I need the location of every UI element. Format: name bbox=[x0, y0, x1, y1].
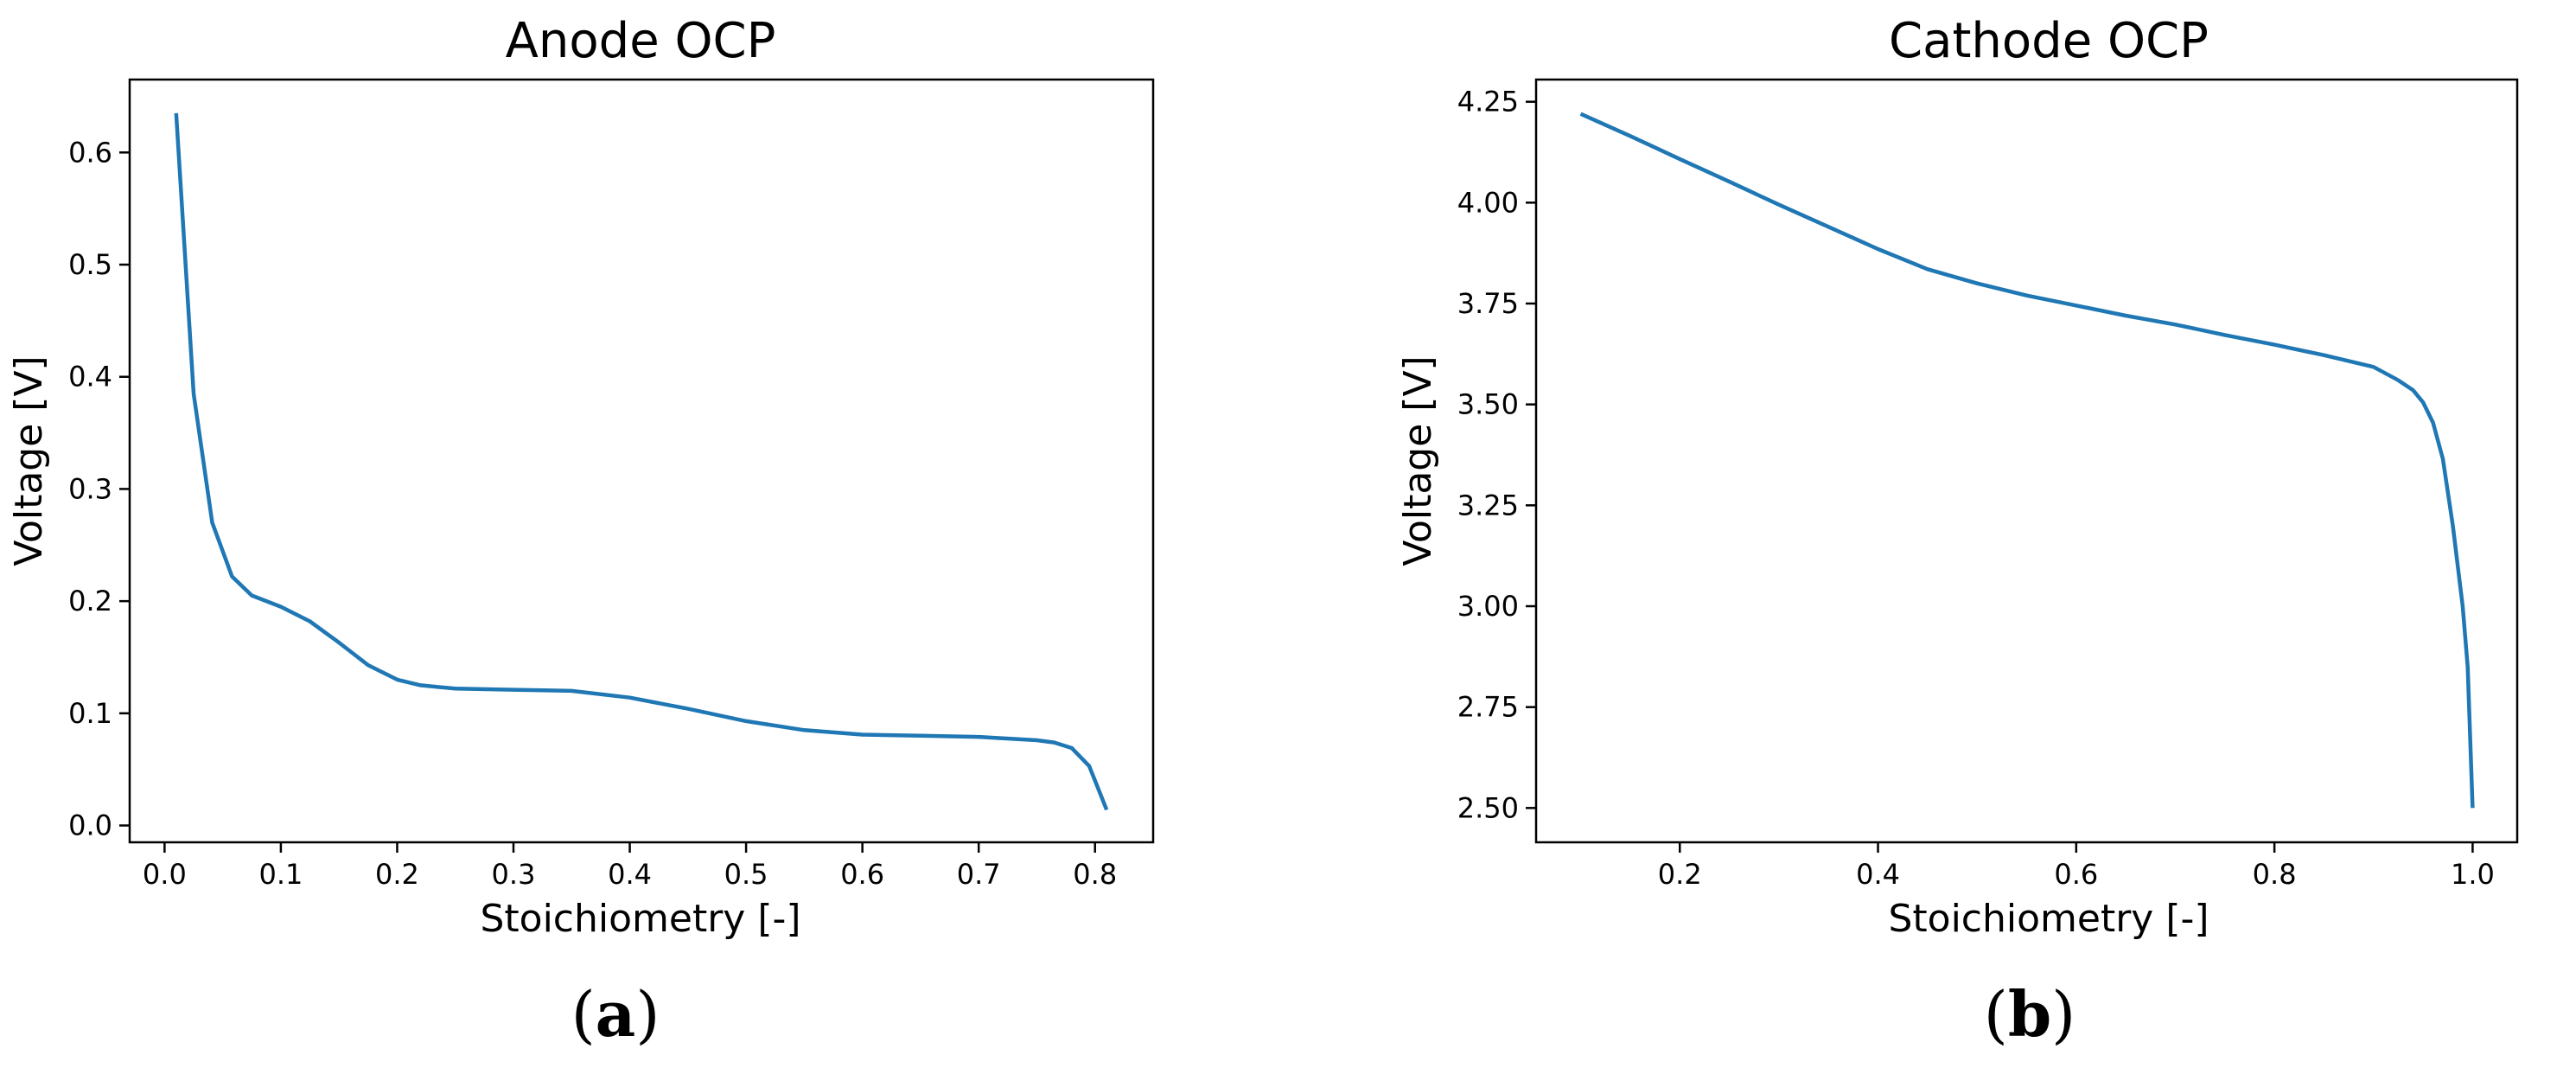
chart-title: Cathode OCP bbox=[1889, 13, 2209, 69]
x-tick-label: 1.0 bbox=[2451, 858, 2495, 891]
anode-ocp-chart: Anode OCP 0.0 0.1 0.2 0.3 0.4 0.5 0.6 0.7 0.8 0.… bbox=[7, 13, 1155, 1051]
y-tick-label: 4.00 bbox=[1457, 186, 1519, 219]
x-axis-ticks: 0.2 0.4 0.6 0.8 1.0 bbox=[1658, 842, 2495, 891]
x-tick-label: 0.8 bbox=[2253, 858, 2297, 891]
y-tick-label: 0.1 bbox=[68, 697, 112, 730]
y-tick-label: 0.5 bbox=[68, 248, 112, 281]
y-tick-label: 0.6 bbox=[68, 136, 112, 169]
x-tick-label: 0.2 bbox=[375, 858, 419, 891]
y-tick-label: 0.4 bbox=[68, 361, 112, 393]
chart-title: Anode OCP bbox=[506, 13, 776, 69]
y-tick-label: 2.75 bbox=[1457, 691, 1519, 724]
anode-ocp-line bbox=[174, 112, 1109, 811]
x-tick-label: 0.1 bbox=[258, 858, 303, 891]
x-tick-label: 0.4 bbox=[608, 858, 652, 891]
x-tick-label: 0.5 bbox=[724, 858, 768, 891]
x-tick-label: 0.8 bbox=[1073, 858, 1117, 891]
x-tick-label: 0.4 bbox=[1856, 858, 1900, 891]
x-tick-label: 0.2 bbox=[1658, 858, 1702, 891]
y-tick-label: 3.75 bbox=[1457, 287, 1519, 320]
y-axis-label: Voltage [V] bbox=[1396, 355, 1440, 566]
cathode-ocp-chart: Cathode OCP 0.2 0.4 0.6 0.8 1.0 2.50 2.75 3.00… bbox=[1396, 13, 2519, 1051]
plot-frame bbox=[128, 78, 1155, 844]
x-axis-label: Stoichiometry [-] bbox=[1888, 897, 2209, 941]
x-tick-label: 0.3 bbox=[492, 858, 536, 891]
cathode-ocp-line bbox=[1579, 112, 2475, 809]
x-tick-label: 0.6 bbox=[2054, 858, 2098, 891]
x-axis-label: Stoichiometry [-] bbox=[480, 897, 800, 941]
y-tick-label: 3.50 bbox=[1457, 388, 1519, 421]
y-axis-ticks: 2.50 2.75 3.00 3.25 3.50 3.75 4.00 4.25 bbox=[1457, 86, 1536, 824]
panel-label-a: (a) bbox=[571, 977, 660, 1051]
x-tick-label: 0.0 bbox=[143, 858, 187, 891]
y-tick-label: 0.0 bbox=[68, 809, 112, 842]
y-tick-label: 0.3 bbox=[68, 472, 112, 505]
y-tick-label: 4.25 bbox=[1457, 86, 1519, 118]
y-axis-label: Voltage [V] bbox=[7, 355, 51, 566]
y-axis-ticks: 0.0 0.1 0.2 0.3 0.4 0.5 0.6 bbox=[68, 136, 130, 842]
y-tick-label: 2.50 bbox=[1457, 791, 1519, 824]
y-tick-label: 3.00 bbox=[1457, 590, 1519, 623]
x-tick-label: 0.6 bbox=[840, 858, 884, 891]
panel-label-b: (b) bbox=[1984, 977, 2076, 1051]
y-tick-label: 3.25 bbox=[1457, 489, 1519, 521]
x-tick-label: 0.7 bbox=[957, 858, 1001, 891]
plot-frame bbox=[1534, 78, 2519, 844]
x-axis-ticks: 0.0 0.1 0.2 0.3 0.4 0.5 0.6 0.7 0.8 bbox=[143, 842, 1117, 891]
y-tick-label: 0.2 bbox=[68, 585, 112, 617]
